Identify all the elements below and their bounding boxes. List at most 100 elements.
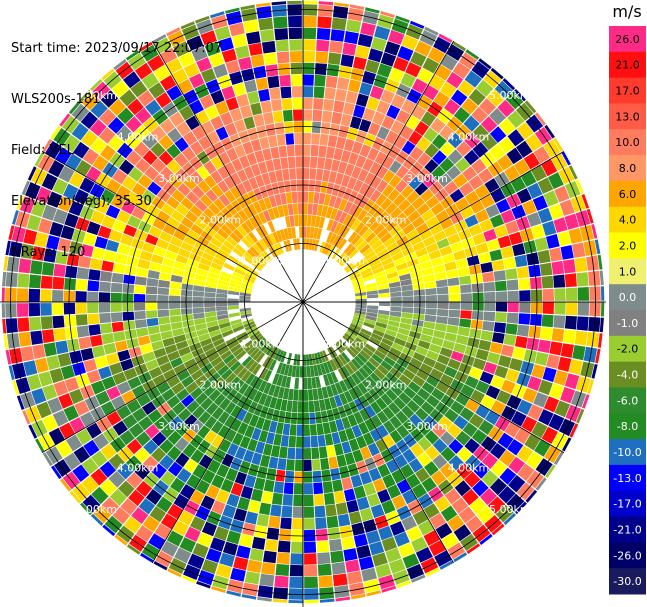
gate-cell <box>211 474 225 489</box>
gate-cell <box>388 402 401 415</box>
gate-cell <box>386 104 401 120</box>
gate-cell <box>480 395 496 410</box>
gate-cell <box>262 148 272 161</box>
gate-cell <box>557 356 572 372</box>
gate-cell <box>248 177 259 190</box>
gate-cell <box>30 260 43 275</box>
gate-cell <box>291 400 298 413</box>
gate-cell <box>16 288 29 302</box>
gate-cell <box>310 156 318 169</box>
gate-cell <box>122 414 138 429</box>
gate-cell <box>28 303 41 317</box>
gate-cell <box>456 141 472 157</box>
gate-cell <box>341 174 351 188</box>
gate-cell <box>414 40 432 57</box>
gate-cell <box>160 264 173 274</box>
gate-cell <box>398 542 415 558</box>
gate-cell <box>401 312 413 319</box>
gate-cell <box>287 227 293 240</box>
gate-cell <box>233 508 247 522</box>
gate-cell <box>473 462 490 479</box>
gate-cell <box>369 161 382 175</box>
gate-cell <box>216 489 230 504</box>
gate-cell <box>223 176 236 190</box>
gate-cell <box>100 90 119 108</box>
gate-cell <box>294 144 303 156</box>
gate-cell <box>192 296 204 302</box>
gate-cell <box>425 302 437 309</box>
gate-cell <box>224 401 237 415</box>
gate-cell <box>28 424 38 439</box>
gate-cell <box>211 420 224 434</box>
gate-cell <box>162 337 175 347</box>
gate-cell <box>367 442 380 457</box>
gate-cell <box>208 202 221 216</box>
gate-cell <box>348 248 359 259</box>
gate-cell <box>211 406 224 420</box>
gate-cell <box>379 302 391 307</box>
gate-cell <box>34 152 44 167</box>
gate-cell <box>395 179 408 193</box>
gate-cell <box>72 464 90 482</box>
gate-cell <box>60 225 75 240</box>
gate-cell <box>434 496 451 512</box>
gate-cell <box>252 350 263 361</box>
gate-cell <box>389 67 405 83</box>
gate-cell <box>201 469 216 484</box>
gate-cell <box>224 190 236 203</box>
gate-cell <box>159 439 174 454</box>
gate-cell <box>401 405 415 419</box>
gate-cell <box>355 257 367 267</box>
gate-cell <box>196 268 209 277</box>
gate-cell <box>440 373 454 386</box>
gate-cell <box>371 239 383 251</box>
gate-cell <box>277 205 285 218</box>
gate-cell <box>344 163 355 177</box>
gate-cell <box>368 258 381 268</box>
gate-cell <box>594 239 601 255</box>
gate-cell <box>216 284 229 291</box>
gate-cell <box>180 197 194 210</box>
gate-cell <box>273 433 282 446</box>
gate-cell <box>215 302 228 307</box>
gate-cell <box>419 229 433 241</box>
gate-cell <box>204 416 217 430</box>
gate-cell <box>222 541 238 556</box>
gate-cell <box>574 330 588 346</box>
gate-cell <box>41 173 58 191</box>
gate-cell <box>100 189 116 204</box>
gate-cell <box>337 224 347 236</box>
colorbar-tick-label: 1.0 <box>619 265 637 278</box>
gate-cell <box>59 113 71 127</box>
gate-cell <box>454 480 471 497</box>
gate-cell <box>243 385 254 398</box>
gate-cell <box>482 321 495 332</box>
gate-cell <box>166 196 180 210</box>
gate-cell <box>381 337 394 347</box>
gate-cell <box>50 125 61 140</box>
gate-cell <box>205 105 219 120</box>
nrays-label: NRays: 120 <box>11 245 86 260</box>
gate-cell <box>58 393 74 409</box>
gate-cell <box>349 4 365 10</box>
gate-cell <box>448 285 461 294</box>
colorbar-tick-label: -2.0 <box>617 343 638 356</box>
gate-cell <box>553 137 564 152</box>
gate-cell <box>434 64 452 81</box>
gate-cell <box>267 135 278 148</box>
gate-cell <box>232 347 244 357</box>
gate-cell <box>365 232 377 243</box>
gate-cell <box>334 443 344 456</box>
gate-cell <box>460 205 475 219</box>
gate-cell <box>101 376 116 390</box>
gate-cell <box>388 29 405 45</box>
gate-cell <box>303 74 314 86</box>
colorbar-swatch <box>609 51 646 79</box>
gate-cell <box>292 97 303 110</box>
gate-cell <box>401 34 419 51</box>
gate-cell <box>385 130 399 145</box>
gate-cell <box>103 342 117 355</box>
gate-cell <box>505 323 518 335</box>
gate-cell <box>239 155 250 169</box>
gate-cell <box>280 363 287 375</box>
